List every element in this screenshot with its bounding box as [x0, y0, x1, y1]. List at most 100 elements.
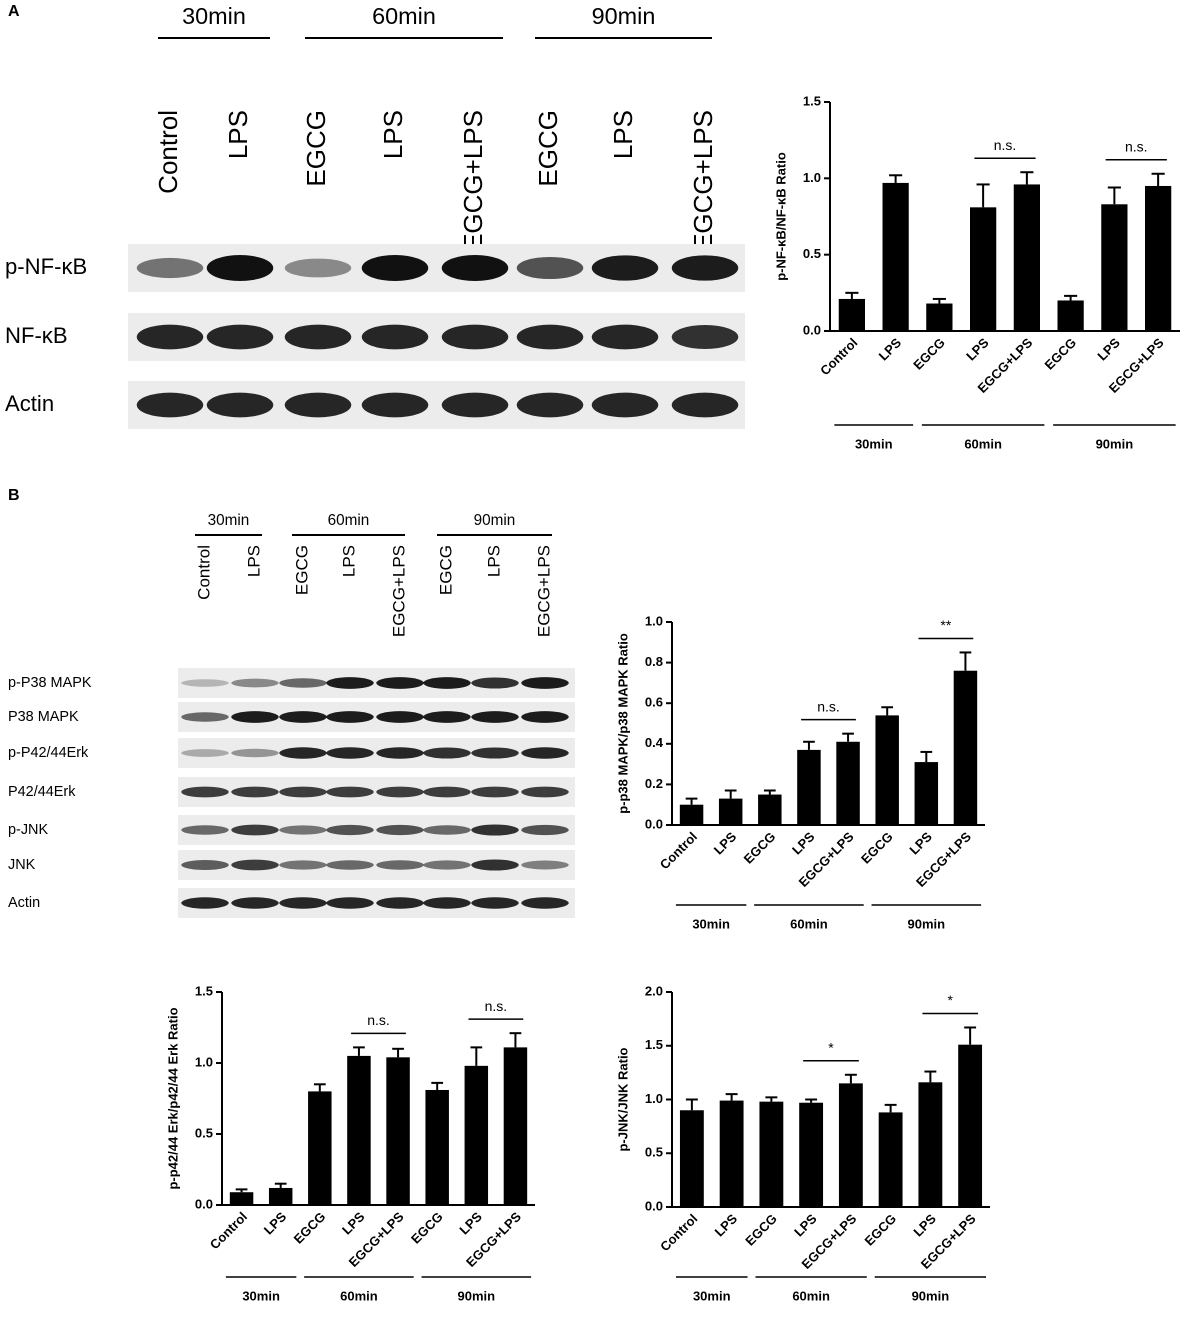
y-tick-label: 1.0	[645, 1091, 663, 1106]
blot-band	[206, 324, 274, 350]
blot-band	[521, 677, 569, 689]
x-tick-label: Control	[657, 1211, 700, 1254]
bar	[838, 298, 865, 331]
x-tick-label: LPS	[339, 1209, 368, 1238]
bar	[719, 1100, 744, 1207]
blot-lane-label: LPS	[223, 110, 253, 159]
blot-band	[361, 255, 429, 281]
group-label: 60min	[964, 436, 1002, 451]
x-tick-label: EGCG	[741, 829, 779, 867]
y-tick-label: 1.0	[195, 1054, 213, 1069]
blot-row-label: JNK	[8, 857, 36, 873]
x-tick-label: EGCG	[408, 1209, 446, 1247]
blot-band	[136, 392, 204, 418]
blot-band	[231, 786, 279, 798]
bar	[1057, 300, 1084, 331]
blot-group-label: 60min	[328, 512, 370, 529]
blot-band	[284, 392, 352, 418]
bar	[953, 670, 978, 825]
blot-band	[279, 897, 327, 909]
blot-band	[441, 392, 509, 418]
blot-band	[423, 825, 471, 835]
bar	[918, 1082, 943, 1207]
x-tick-label: Control	[207, 1209, 250, 1252]
blot-band	[284, 258, 352, 278]
blot-group-label: 90min	[592, 3, 656, 29]
y-tick-label: 0.8	[645, 654, 663, 669]
blot-group-label: 90min	[474, 512, 516, 529]
y-tick-label: 0.0	[645, 816, 663, 831]
blot-lane-label: Control	[194, 545, 213, 600]
blot-row-label: Actin	[8, 895, 40, 911]
y-tick-label: 0.6	[645, 695, 663, 710]
blot-group-label: 30min	[208, 512, 250, 529]
blot-band	[516, 392, 584, 418]
bar	[836, 741, 860, 825]
y-tick-label: 0.4	[645, 735, 664, 750]
bar	[878, 1112, 903, 1207]
blot-band	[591, 392, 659, 418]
blot-band	[471, 747, 519, 759]
blot-band	[326, 677, 374, 689]
bar	[268, 1187, 293, 1205]
blot-band	[671, 392, 739, 418]
y-axis-label: p-NF-κB/NF-κB Ratio	[773, 152, 788, 281]
blot-band	[471, 824, 519, 836]
blot-row-label: Actin	[5, 391, 54, 416]
bar	[1145, 185, 1172, 331]
blot-band	[206, 255, 274, 281]
blot-band	[326, 860, 374, 870]
significance-label: n.s.	[817, 698, 840, 714]
x-tick-label: LPS	[791, 1211, 820, 1240]
blot-lane-label: LPS	[608, 110, 638, 159]
blot-lane-label: EGCG+LPS	[534, 545, 553, 637]
group-label: 60min	[792, 1288, 830, 1303]
blot-lane-label: EGCG+LPS	[389, 545, 408, 637]
blot-band	[671, 255, 739, 281]
x-tick-label: LPS	[910, 1211, 939, 1240]
blot-band	[231, 748, 279, 758]
bar	[758, 794, 782, 825]
bar	[308, 1091, 332, 1205]
bar	[1101, 204, 1128, 331]
bar	[838, 1083, 863, 1207]
blot-band	[441, 324, 509, 350]
blot-row-label: NF-κB	[5, 323, 68, 348]
group-label: 30min	[242, 1288, 280, 1303]
x-tick-label: EGCG	[291, 1209, 329, 1247]
bar	[229, 1192, 254, 1205]
x-tick-label: LPS	[789, 829, 818, 858]
blot-band	[284, 324, 352, 350]
blot-band	[326, 786, 374, 798]
bar	[1013, 184, 1040, 331]
blot-band	[181, 712, 229, 722]
blot-band	[376, 824, 424, 836]
blot-band	[181, 786, 229, 798]
bar	[875, 715, 899, 825]
significance-label: **	[940, 617, 951, 633]
blot-band	[423, 897, 471, 909]
bar	[799, 1102, 824, 1207]
blot-lane-label: LPS	[484, 545, 503, 577]
blot-lane-label: EGCG	[301, 110, 331, 187]
x-tick-label: Control	[657, 829, 700, 872]
blot-band	[423, 747, 471, 759]
bar	[386, 1057, 410, 1205]
bar	[797, 749, 821, 825]
bar	[882, 182, 909, 331]
significance-label: *	[948, 992, 954, 1008]
blot-lane-label: EGCG	[533, 110, 563, 187]
x-tick-label: LPS	[906, 829, 935, 858]
blot-band	[136, 257, 204, 279]
group-label: 90min	[912, 1288, 950, 1303]
blot-lane-label: EGCG	[436, 545, 455, 595]
group-label: 30min	[692, 916, 730, 931]
x-tick-label: LPS	[1094, 335, 1123, 364]
blot-band	[181, 749, 229, 757]
bar	[759, 1101, 784, 1207]
blot-band	[521, 786, 569, 798]
bar	[958, 1044, 983, 1207]
y-tick-label: 1.0	[645, 613, 663, 628]
group-label: 60min	[340, 1288, 378, 1303]
blot-band	[471, 711, 519, 723]
